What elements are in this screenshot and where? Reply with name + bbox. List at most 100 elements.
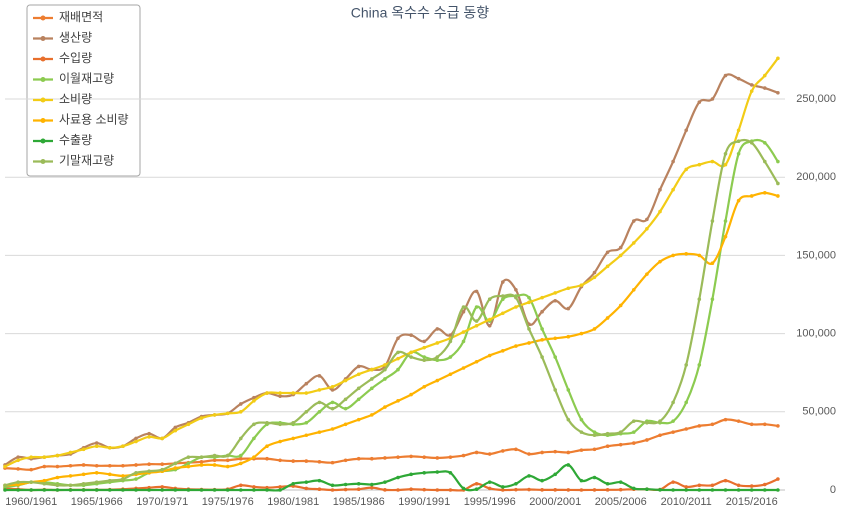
- point-marker: [474, 319, 479, 323]
- point-marker: [252, 436, 256, 441]
- point-marker: [435, 456, 440, 460]
- point-marker: [710, 297, 715, 301]
- y-tick-label: 100,000: [796, 328, 836, 340]
- point-marker: [474, 305, 479, 309]
- point-marker: [553, 298, 557, 303]
- point-marker: [212, 488, 217, 492]
- point-marker: [186, 422, 191, 427]
- point-marker: [147, 469, 151, 474]
- point-marker: [409, 454, 413, 459]
- point-marker: [710, 261, 715, 266]
- point-marker: [252, 488, 256, 492]
- point-marker: [448, 333, 453, 337]
- point-marker: [330, 427, 335, 431]
- point-marker: [749, 488, 754, 492]
- point-marker: [435, 470, 440, 474]
- point-marker: [566, 450, 571, 455]
- point-marker: [776, 194, 780, 198]
- point-marker: [330, 384, 335, 389]
- x-tick-label: 1960/1961: [5, 496, 57, 508]
- point-marker: [697, 162, 702, 167]
- point-marker: [553, 336, 557, 341]
- point-marker: [723, 234, 728, 239]
- point-marker: [723, 73, 728, 78]
- point-marker: [435, 327, 440, 331]
- point-marker: [605, 316, 610, 320]
- point-marker: [723, 488, 728, 492]
- point-marker: [383, 367, 387, 372]
- point-marker: [592, 430, 597, 434]
- point-marker: [356, 456, 361, 461]
- point-marker: [501, 311, 505, 316]
- point-marker: [68, 474, 73, 478]
- point-marker: [435, 378, 440, 383]
- point-marker: [409, 392, 413, 397]
- point-marker: [278, 488, 282, 492]
- point-marker: [291, 436, 296, 441]
- point-marker: [749, 422, 754, 427]
- point-marker: [68, 488, 73, 492]
- point-marker: [304, 420, 309, 425]
- point-marker: [723, 478, 728, 483]
- point-marker: [383, 456, 387, 460]
- point-marker: [763, 140, 767, 145]
- legend-text: 소비량: [59, 92, 92, 106]
- point-marker: [632, 419, 636, 423]
- point-marker: [356, 487, 361, 492]
- point-marker: [553, 355, 557, 359]
- x-tick-label: 1980/1981: [267, 496, 319, 508]
- legend-text: 기말재고량: [59, 154, 114, 168]
- point-marker: [645, 272, 649, 276]
- point-marker: [330, 483, 335, 488]
- point-marker: [330, 488, 335, 492]
- point-marker: [723, 162, 728, 167]
- point-marker: [94, 441, 99, 445]
- point-marker: [265, 488, 269, 492]
- point-marker: [239, 436, 243, 441]
- point-marker: [540, 355, 544, 359]
- point-marker: [448, 339, 453, 344]
- point-marker: [304, 381, 309, 386]
- point-marker: [252, 399, 256, 403]
- point-marker: [252, 395, 256, 400]
- point-marker: [514, 487, 518, 492]
- point-marker: [605, 250, 610, 255]
- point-marker: [186, 455, 191, 459]
- point-marker: [304, 486, 309, 491]
- point-marker: [579, 417, 584, 422]
- point-marker: [579, 488, 584, 492]
- point-marker: [278, 485, 282, 489]
- point-marker: [514, 305, 518, 309]
- x-tick-label: 1995/1996: [464, 496, 516, 508]
- point-marker: [330, 388, 335, 392]
- point-marker: [16, 480, 20, 484]
- point-marker: [422, 487, 427, 492]
- point-marker: [540, 295, 544, 300]
- point-marker: [383, 480, 387, 484]
- point-marker: [239, 410, 243, 414]
- point-marker: [671, 430, 675, 434]
- point-marker: [291, 459, 296, 463]
- point-marker: [291, 391, 296, 395]
- point-marker: [592, 447, 597, 452]
- point-marker: [592, 475, 597, 480]
- point-marker: [199, 488, 204, 492]
- point-marker: [749, 89, 754, 93]
- point-marker: [55, 483, 60, 488]
- point-marker: [134, 470, 138, 475]
- point-marker: [278, 394, 282, 398]
- point-marker: [317, 478, 322, 483]
- point-marker: [763, 191, 767, 195]
- point-marker: [487, 452, 492, 456]
- point-marker: [370, 482, 374, 487]
- point-marker: [671, 488, 675, 492]
- point-marker: [632, 441, 636, 445]
- point-marker: [160, 467, 164, 472]
- point-marker: [553, 449, 557, 454]
- point-marker: [396, 399, 400, 403]
- point-marker: [55, 464, 60, 469]
- point-marker: [710, 483, 715, 488]
- point-marker: [121, 444, 125, 449]
- point-marker: [121, 477, 125, 481]
- point-marker: [618, 480, 623, 484]
